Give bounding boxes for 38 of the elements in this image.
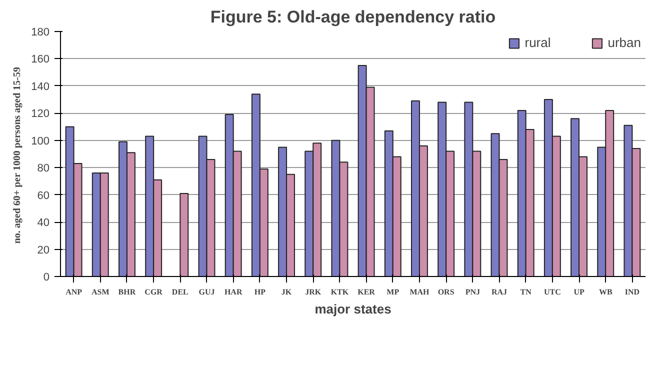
x-tick-label: MAH [410, 288, 430, 296]
x-tick-label: DEL [172, 288, 188, 296]
x-tick-label: WB [598, 288, 613, 296]
y-tick-label: 60 [37, 190, 50, 202]
y-tick-label: 20 [37, 244, 50, 256]
legend-label: urban [608, 35, 641, 50]
y-tick-label: 40 [37, 217, 50, 230]
x-tick-label: JK [281, 288, 292, 296]
x-tick-label: TN [520, 288, 532, 296]
x-tick-label: ORS [438, 288, 455, 296]
x-tick-label: GUJ [198, 288, 215, 296]
bar [180, 192, 189, 276]
x-tick-label: CGR [144, 288, 163, 296]
x-tick-label: UP [574, 288, 584, 296]
y-tick-label: 0 [43, 272, 50, 284]
x-tick-label: HAR [224, 288, 242, 296]
x-tick-label: PNJ [465, 288, 480, 296]
y-tick-label: 140 [31, 80, 50, 93]
x-axis-title: major states [314, 302, 392, 316]
chart-title: Figure 5: Old-age dependency ratio [210, 8, 496, 26]
y-axis-title: no. aged 60+ per 1000 persons aged 15-59 [12, 67, 24, 244]
y-tick-label: 180 [31, 26, 50, 38]
x-tick-label: KER [358, 288, 376, 296]
x-tick-label: KTK [330, 288, 350, 296]
x-tick-label: HP [254, 288, 266, 296]
x-tick-label: JRK [305, 288, 322, 296]
y-tick-label: 120 [31, 108, 50, 120]
x-tick-label: ANP [66, 288, 82, 296]
x-tick-label: MP [386, 288, 400, 296]
legend-label: rural [524, 35, 551, 50]
y-tick-label: 100 [31, 135, 50, 148]
x-tick-label: RAJ [491, 288, 508, 296]
x-tick-label: UTC [544, 288, 562, 296]
x-tick-label: IND [624, 288, 640, 296]
x-tick-label: ASM [92, 288, 110, 296]
y-tick-label: 160 [31, 54, 50, 66]
y-tick-label: 80 [37, 162, 50, 175]
x-tick-label: BHR [118, 288, 136, 296]
